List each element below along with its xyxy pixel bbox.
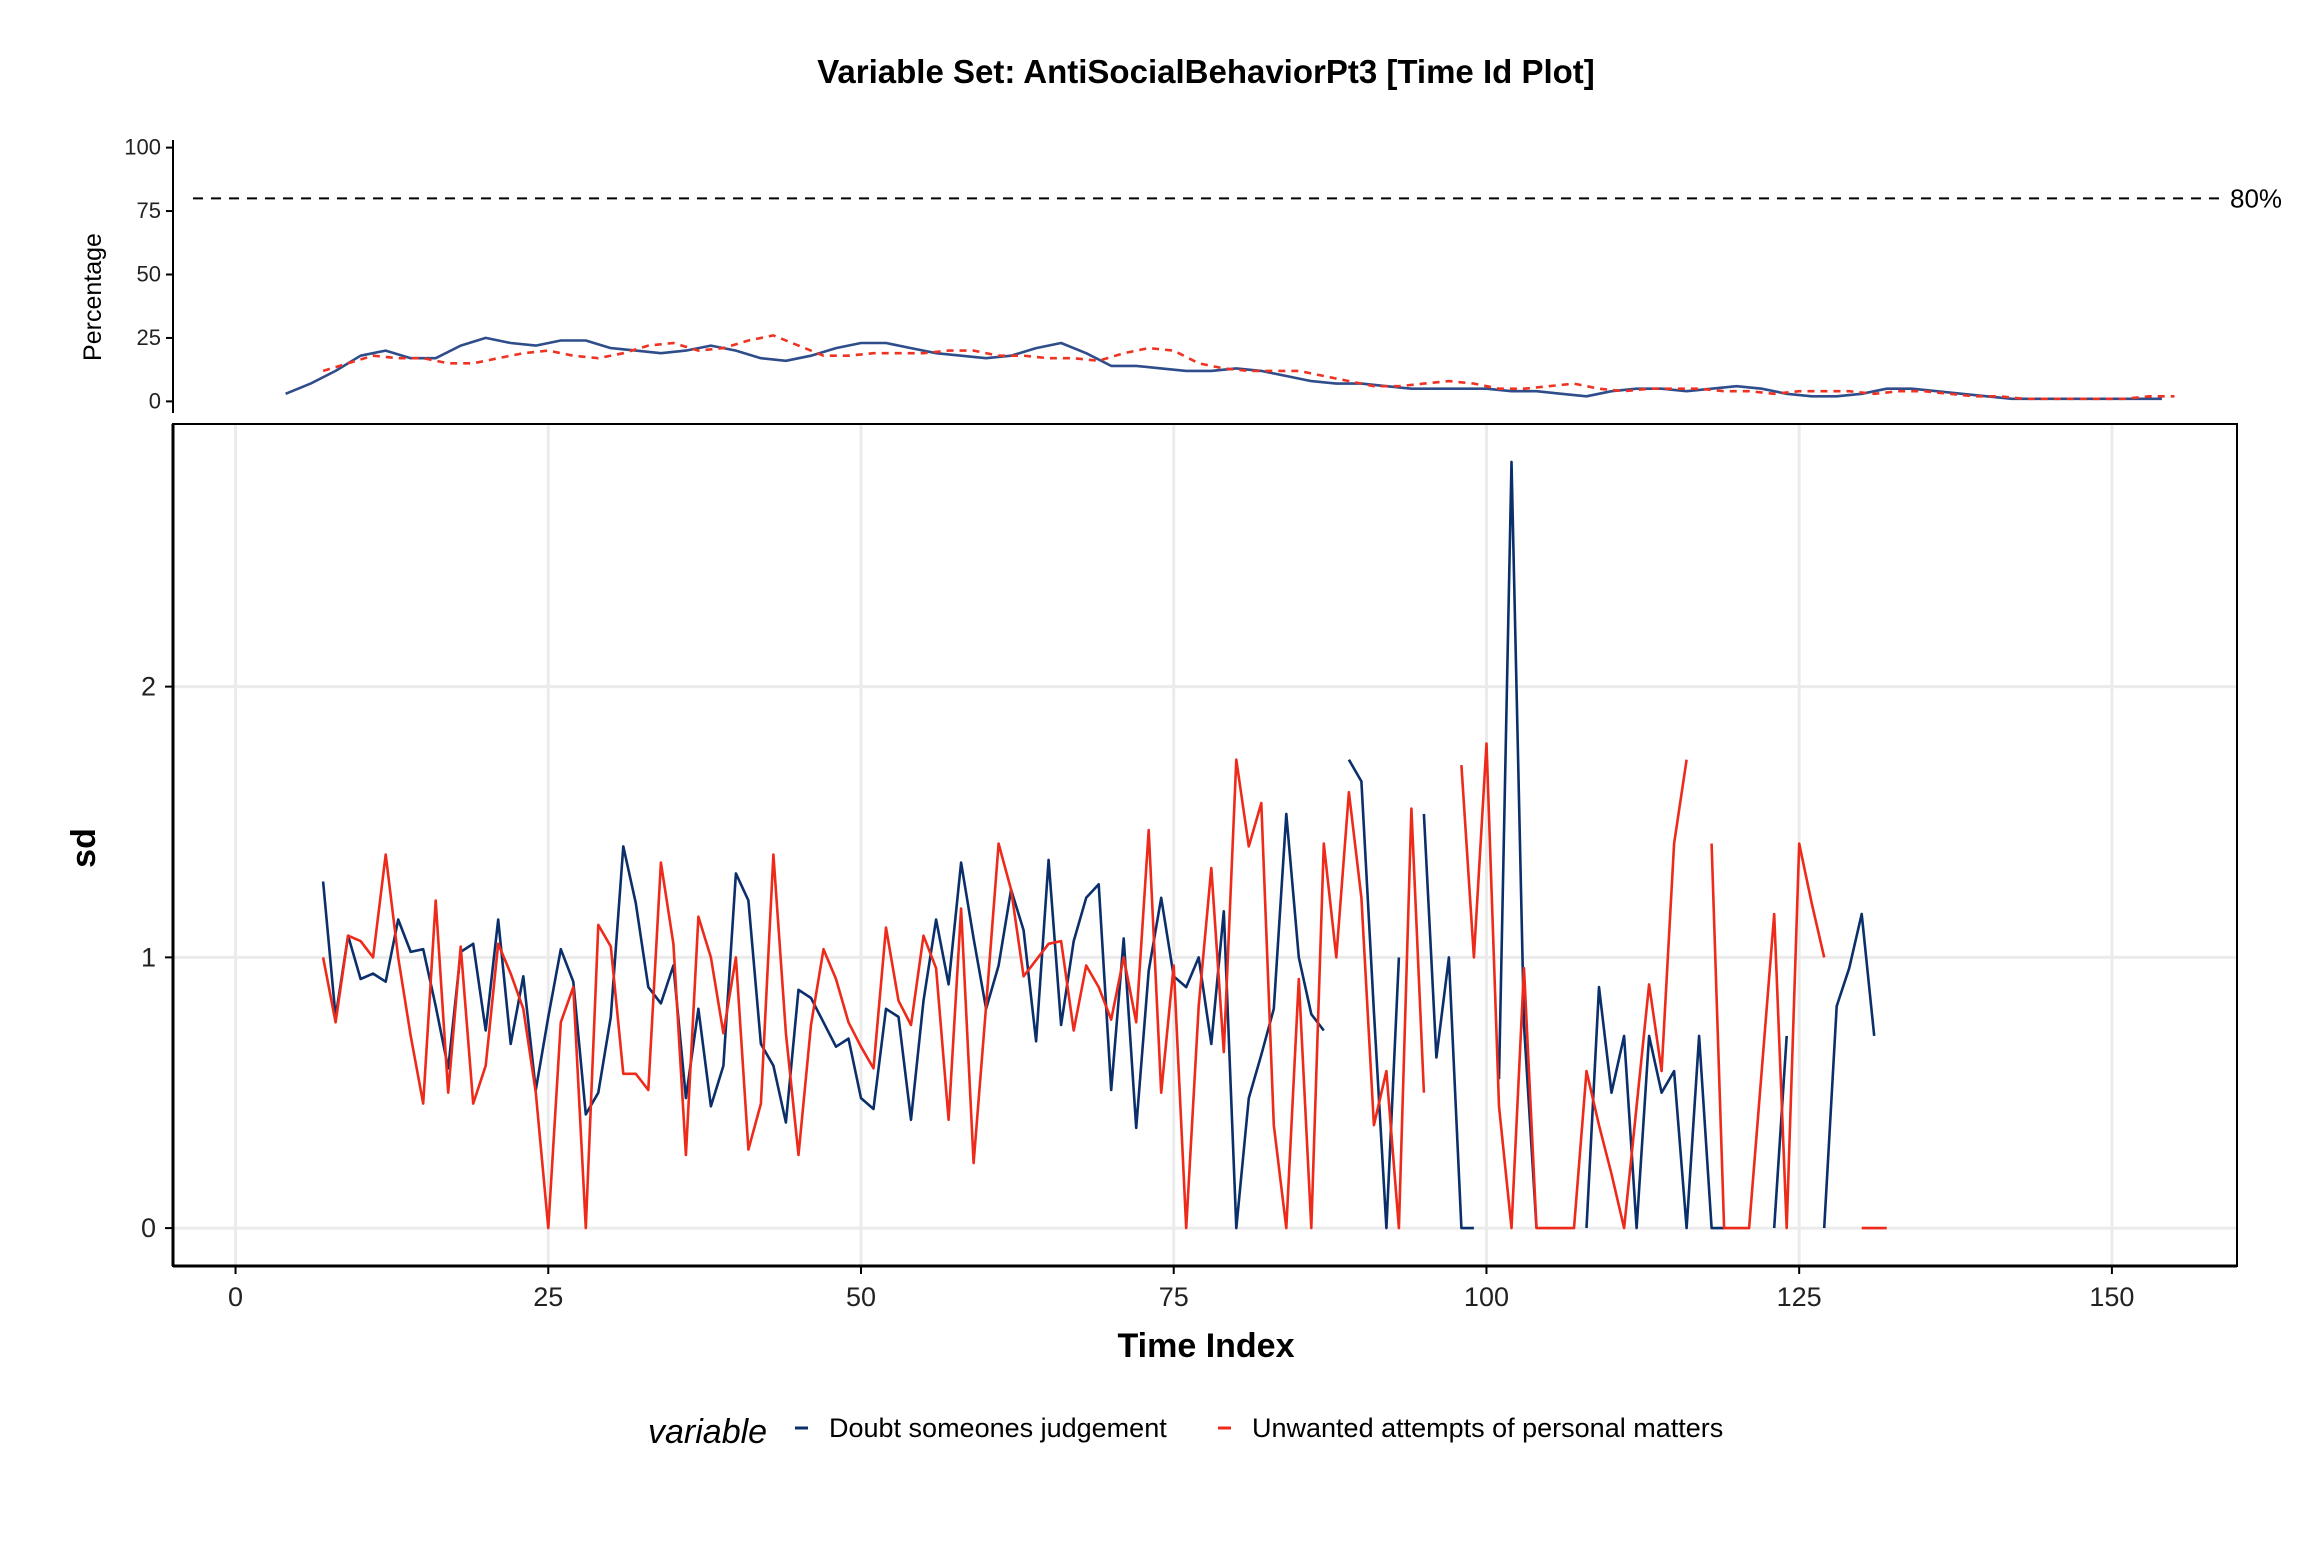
main-panel-series-1-segment-1 [321,812,1325,1230]
main-panel-y-axis-title: sd [65,828,103,868]
x-tick-label: 150 [2089,1282,2134,1312]
x-tick-label: 0 [228,1282,243,1312]
main-panel-series-1-segment-6 [1772,1035,1788,1229]
main-panel-y-tick-label: 1 [141,942,156,972]
reference-line-group: 80% [193,183,2282,213]
main-panel-border [172,423,2238,1267]
legend-label-unwanted: Unwanted attempts of personal matters [1252,1413,1723,1443]
main-panel-gridlines [173,424,2237,1266]
top-panel-y-tick-label: 75 [137,198,161,223]
top-panel-y-axis-title: Percentage [79,233,107,361]
legend: variable Doubt someones judgement Unwant… [648,1413,1723,1451]
legend-title: variable [648,1413,767,1451]
main-panel-series-1-segment-2 [1347,759,1401,1230]
top-panel-series-line-1 [285,336,2162,401]
main-panel-y-tick-label: 2 [141,672,156,702]
top-panel-y-tick-label: 0 [149,388,161,413]
x-tick-label: 50 [846,1282,876,1312]
sd-panel: 0 1 2 0 25 50 75 100 125 150 sd Time Index [65,423,2238,1365]
top-panel-y-tick-label: 25 [137,325,161,350]
x-tick-label: 75 [1159,1282,1189,1312]
main-panel-series-1-segment-5 [1585,985,1725,1230]
top-panel-series [285,334,2175,401]
top-panel-y-tick-label: 100 [124,135,161,160]
percentage-panel: Percentage 80% 0 25 50 75 100 [79,135,2282,414]
top-panel-series-line-2 [322,334,2175,401]
legend-label-doubt: Doubt someones judgement [829,1413,1167,1443]
main-panel-series-2-segment-1 [321,758,1426,1230]
reference-line-label: 80% [2230,183,2282,213]
x-tick-label: 100 [1464,1282,1509,1312]
x-tick-label: 125 [1777,1282,1822,1312]
x-axis-title: Time Index [1118,1327,1295,1365]
main-panel-series [321,460,1887,1230]
main-panel-series-1-segment-3 [1422,813,1474,1230]
main-panel-series-1-segment-7 [1822,912,1876,1229]
main-panel-series-2-segment-2 [1460,742,1688,1230]
chart-title: Variable Set: AntiSocialBehaviorPt3 [Tim… [817,53,1595,90]
top-panel-y-axis: 0 25 50 75 100 [124,135,174,413]
main-panel-series-2-segment-3 [1710,842,1826,1230]
x-tick-label: 25 [533,1282,563,1312]
main-panel-axes: 0 1 2 0 25 50 75 100 125 150 [141,424,2237,1312]
main-panel-y-tick-label: 0 [141,1213,156,1243]
top-panel-y-tick-label: 50 [137,262,161,287]
main-panel-series-1-segment-4 [1497,460,1538,1229]
